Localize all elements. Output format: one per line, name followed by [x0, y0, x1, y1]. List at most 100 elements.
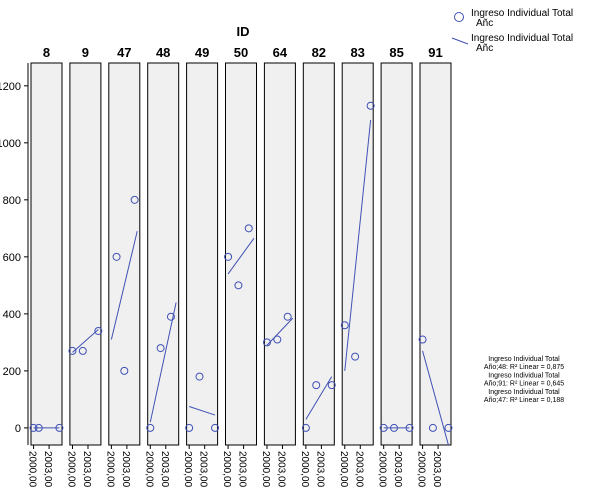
data-point — [351, 352, 360, 361]
facet-panel-8: 8 2000,00 2003,00 — [27, 45, 64, 488]
data-point — [211, 423, 220, 432]
x-tick-label: 2003,00 — [198, 451, 209, 488]
data-point — [273, 335, 282, 344]
data-point — [428, 423, 437, 432]
facet-label: 83 — [350, 45, 364, 60]
data-point — [55, 423, 64, 432]
facet-frame — [380, 62, 413, 446]
data-point — [34, 423, 43, 432]
x-tick-label: 2003,00 — [159, 451, 170, 488]
r2-annotation-line: Año;48: R² Linear = 0,875 — [484, 364, 564, 371]
data-point — [301, 423, 310, 432]
fit-line — [422, 350, 449, 445]
x-tick-label: 2003,00 — [120, 451, 131, 488]
y-tick-label: 400 — [3, 309, 21, 321]
facet-panel-91: 91 2000,00 2003,00 — [416, 45, 453, 488]
facet-panels: 8 2000,00 2003,00 9 2000,00 2003,00 47 2000,00 2… — [27, 45, 453, 488]
data-point — [78, 346, 87, 355]
facet-frame — [30, 62, 63, 446]
data-point — [262, 338, 271, 347]
x-tick-label: 2000,00 — [182, 451, 193, 488]
legend-label: Añc — [476, 18, 493, 29]
facet-panel-83: 83 2000,00 2003,00 — [338, 45, 375, 488]
data-point — [94, 326, 103, 335]
x-tick-label: 2000,00 — [377, 451, 388, 488]
facet-label: 85 — [389, 45, 403, 60]
x-tick-label: 2003,00 — [275, 451, 286, 488]
data-point — [418, 335, 427, 344]
data-point — [68, 346, 77, 355]
facet-label: 47 — [117, 45, 131, 60]
fit-line — [189, 406, 216, 416]
data-point — [283, 312, 292, 321]
fit-line — [72, 329, 99, 353]
data-point — [146, 423, 155, 432]
y-tick-label: 600 — [3, 252, 21, 264]
y-tick-label: 200 — [3, 366, 21, 378]
data-point — [390, 423, 399, 432]
facet-panel-9: 9 2000,00 2003,00 — [65, 45, 103, 488]
r2-annotation-line: Año;47: R² Linear = 0,188 — [484, 397, 564, 404]
data-point — [444, 423, 453, 432]
facet-frame — [341, 62, 374, 446]
chart-title: ID — [237, 24, 250, 39]
data-point — [224, 252, 233, 261]
data-point — [234, 281, 243, 290]
data-point — [312, 381, 321, 390]
x-tick-label: 2003,00 — [431, 451, 442, 488]
x-tick-label: 2000,00 — [221, 451, 232, 488]
data-point — [120, 366, 129, 375]
facet-label: 91 — [428, 45, 442, 60]
legend-label: Ingreso Individual Total — [471, 33, 573, 44]
x-tick-label: 2000,00 — [416, 451, 427, 488]
x-tick-label: 2003,00 — [81, 451, 92, 488]
facet-label: 48 — [156, 45, 170, 60]
r2-annotation-line: Ingreso Individual Total — [488, 389, 560, 396]
y-tick-label: 1000 — [0, 138, 21, 150]
facet-panel-48: 48 2000,00 2003,00 — [143, 45, 180, 488]
facet-panel-85: 85 2000,00 2003,00 — [377, 45, 414, 488]
x-tick-label: 2000,00 — [338, 451, 349, 488]
legend-label: Ingreso Individual Total — [471, 8, 573, 19]
data-point — [166, 312, 175, 321]
y-tick-label: 800 — [3, 195, 21, 207]
facet-frame — [263, 62, 296, 446]
x-tick-label: 2000,00 — [143, 451, 154, 488]
legend-label: Añc — [476, 43, 493, 54]
facet-label: 49 — [195, 45, 209, 60]
data-point — [130, 195, 139, 204]
facet-label: 8 — [43, 45, 50, 60]
fit-line — [305, 376, 333, 420]
fit-line — [266, 317, 294, 346]
facet-label: 82 — [312, 45, 326, 60]
x-tick-label: 2003,00 — [353, 451, 364, 488]
data-point — [244, 224, 253, 233]
fit-line — [227, 238, 255, 275]
x-tick-label: 2000,00 — [104, 451, 115, 488]
legend-marker-icon — [454, 12, 464, 22]
data-point — [29, 423, 38, 432]
facet-panel-47: 47 2000,00 2003,00 — [104, 45, 141, 488]
x-tick-label: 2003,00 — [237, 451, 248, 488]
data-point — [366, 101, 375, 110]
facet-frame — [69, 62, 102, 446]
data-point — [405, 423, 414, 432]
facet-frame — [186, 62, 219, 446]
facet-panel-64: 64 2000,00 2003,00 — [260, 45, 296, 488]
x-tick-label: 2003,00 — [314, 451, 325, 488]
legend-line-icon — [451, 37, 469, 45]
x-tick-label: 2000,00 — [27, 451, 38, 488]
facet-panel-50: 50 2000,00 2003,00 — [221, 45, 257, 488]
data-point — [195, 372, 204, 381]
facet-label: 64 — [273, 45, 288, 60]
facet-panel-49: 49 2000,00 2003,00 — [182, 45, 220, 488]
r2-annotation-line: Ingreso Individual Total — [488, 372, 560, 379]
facet-frame — [147, 62, 180, 446]
r2-annotation-line: Año;91: R² Linear = 0,645 — [484, 381, 564, 388]
facet-label: 9 — [82, 45, 89, 60]
facet-panel-82: 82 2000,00 2003,00 — [299, 45, 336, 488]
